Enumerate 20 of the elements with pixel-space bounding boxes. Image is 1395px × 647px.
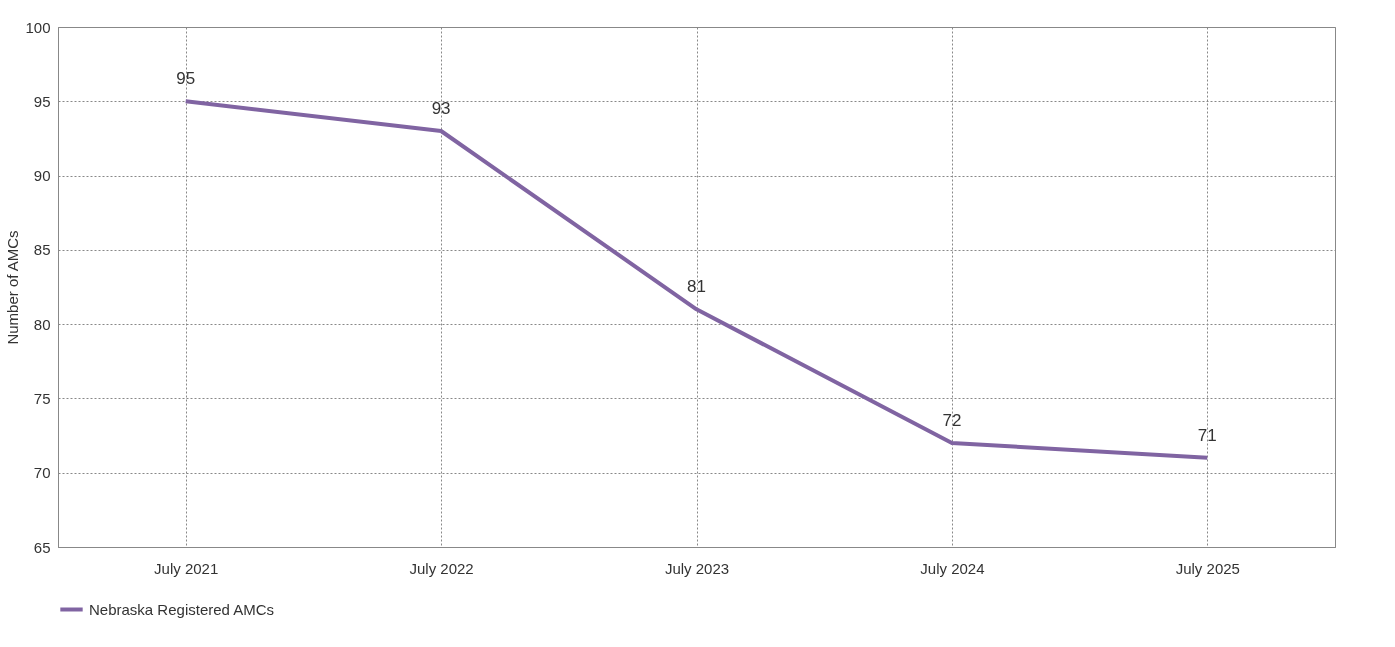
y-tick-label: 85 xyxy=(33,241,51,259)
y-tick-label: 90 xyxy=(33,167,51,185)
legend-label: Nebraska Registered AMCs xyxy=(89,600,275,618)
data-label: 93 xyxy=(431,99,451,118)
y-tick-label: 95 xyxy=(33,92,51,110)
y-axis-title: Number of AMCs xyxy=(4,230,22,345)
x-tick-label: July 2021 xyxy=(154,559,219,577)
data-label: 72 xyxy=(942,411,962,430)
y-tick-label: 80 xyxy=(33,315,51,333)
y-tick-label: 100 xyxy=(25,18,51,36)
x-tick-label: July 2024 xyxy=(920,559,985,577)
data-label: 95 xyxy=(176,69,196,89)
y-tick-label: 75 xyxy=(33,389,51,407)
x-tick-label: July 2025 xyxy=(1175,559,1240,577)
data-label: 81 xyxy=(687,277,706,297)
y-tick-label: 65 xyxy=(33,538,51,556)
x-tick-label: July 2023 xyxy=(664,559,730,577)
data-label: 71 xyxy=(1197,425,1217,445)
x-tick-label: July 2022 xyxy=(409,559,474,577)
y-tick-label: 70 xyxy=(33,464,51,482)
